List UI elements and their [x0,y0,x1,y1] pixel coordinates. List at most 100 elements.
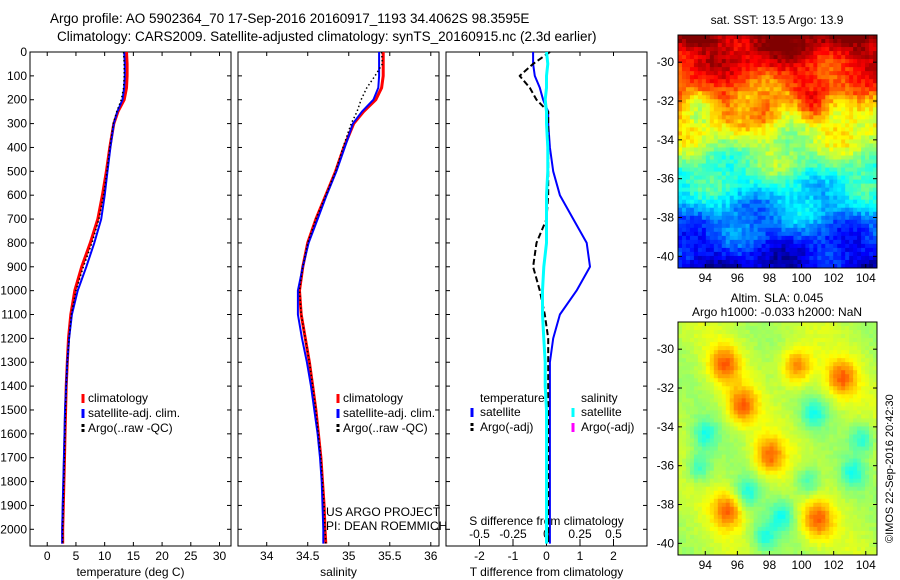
map-cell [681,394,687,399]
map-cell [749,438,755,444]
map-cell [785,418,791,424]
map-cell [833,438,838,444]
map-cell [701,227,707,233]
map-cell [821,91,826,96]
map-cell [777,366,783,371]
map-cell [829,135,834,141]
map-cell [757,251,763,257]
map-cell [753,119,759,124]
map-cell [733,366,739,371]
map-cell [825,119,830,124]
map-cell [805,171,810,177]
map-cell [865,179,870,185]
map-cell [801,382,806,387]
map-cell [777,183,783,189]
map-cell [725,442,731,448]
map-cell [833,422,838,428]
map-cell [733,103,739,108]
map-cell [741,354,747,359]
map-cell [865,462,870,468]
map-cell [793,51,798,56]
map-cell [809,215,814,221]
map-cell [793,378,798,383]
map-cell [873,223,877,229]
map-cell [789,346,795,351]
map-cell [833,334,838,339]
map-cell [817,338,822,343]
map-cell [681,147,687,153]
map-cell [821,135,826,141]
map-cell [793,227,798,233]
map-cell [721,322,727,327]
map-cell [717,67,723,72]
map-cell [849,390,854,395]
map-cell [793,195,798,201]
map-cell [781,51,787,56]
map-cell [749,179,755,185]
map-cell [769,107,775,112]
map-cell [773,406,779,411]
map-cell [869,378,874,383]
map-cell [785,131,791,137]
map-cell [721,358,727,363]
map-cell [769,466,775,472]
map-cell [678,219,683,225]
map-cell [797,362,802,367]
map-cell [833,95,838,100]
map-cell [873,406,877,411]
map-cell [797,195,802,201]
map-cell [725,330,731,335]
map-cell [765,354,771,359]
map-cell [693,462,699,468]
map-cell [773,358,779,363]
map-cell [869,406,874,411]
map-cell [797,139,802,145]
map-cell [801,338,806,343]
map-cell [797,111,802,116]
map-cell [849,171,854,177]
map-cell [773,187,779,193]
map-cell [849,207,854,213]
map-cell [737,175,743,181]
map-cell [837,211,842,217]
map-cell [801,151,806,157]
map-cell [761,338,767,343]
map-cell [761,187,767,193]
map-cell [765,482,771,488]
map-cell [793,215,798,221]
map-cell [849,203,854,209]
map-cell [721,386,727,391]
map-cell [701,454,707,460]
map-cell [741,414,747,420]
map-cell [713,434,719,440]
map-cell [857,195,862,201]
map-cell [765,167,771,173]
map-cell [765,422,771,428]
map-cell [749,187,755,193]
map-cell [817,167,822,173]
map-cell [693,259,699,265]
map-cell [741,135,747,141]
map-cell [861,414,866,420]
map-cell [733,155,739,161]
map-cell [733,322,739,327]
map-cell [729,187,735,193]
map-cell [749,398,755,403]
map-cell [829,155,834,161]
map-cell [813,342,818,347]
map-cell [741,107,747,112]
map-cell [678,398,683,403]
map-cell [873,227,877,233]
map-cell [861,259,866,265]
map-cell [757,215,763,221]
map-cell [681,486,687,492]
map-cell [761,374,767,379]
map-cell [769,119,775,124]
map-cell [781,195,787,201]
map-cell [689,175,695,181]
map-cell [789,63,795,68]
map-cell [781,350,787,355]
map-cell [689,370,695,375]
map-cell [825,167,830,173]
map-cell [689,147,695,153]
